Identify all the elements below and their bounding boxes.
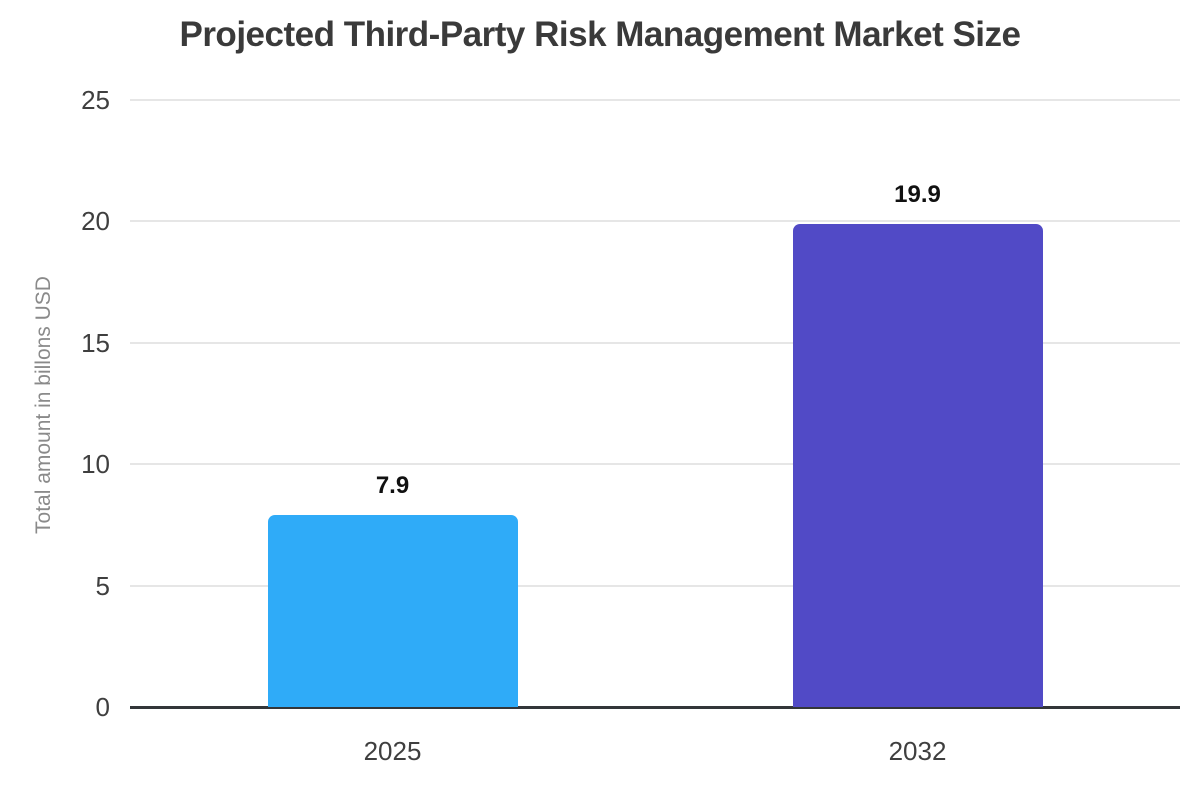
y-tick-label-10: 10	[81, 449, 110, 480]
y-tick-label-5: 5	[95, 570, 110, 601]
bar-value-label-2032: 19.9	[894, 180, 941, 208]
y-tick-label-15: 15	[81, 327, 110, 358]
x-tick-label-2032: 2032	[888, 736, 947, 766]
chart-title: Projected Third-Party Risk Management Ma…	[179, 15, 1021, 54]
y-tick-label-20: 20	[81, 206, 110, 237]
gridline-15	[130, 341, 1180, 344]
gridline-25	[130, 99, 1180, 101]
y-tick-label-0: 0	[95, 692, 110, 722]
gridline-5	[130, 584, 1180, 587]
y-axis-label: Total amount in billons USD	[32, 276, 55, 534]
gridline-20	[130, 220, 1180, 223]
y-tick-label-25: 25	[81, 85, 110, 115]
bar-2032	[792, 223, 1043, 707]
x-axis-line	[130, 706, 1180, 709]
gridline-10	[130, 463, 1180, 466]
x-tick-label-2025: 2025	[363, 736, 422, 766]
bar-2025	[267, 515, 518, 707]
bar-value-label-2025: 7.9	[375, 472, 410, 500]
